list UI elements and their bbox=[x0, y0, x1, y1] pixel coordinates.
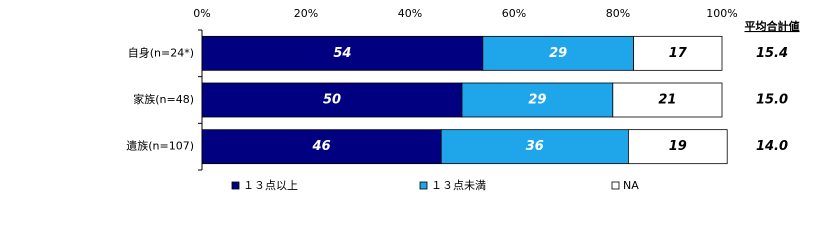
bar-segment bbox=[201, 35, 484, 71]
data-label: 50 bbox=[323, 93, 341, 108]
bar-segment bbox=[633, 35, 723, 71]
data-label: 21 bbox=[658, 93, 676, 108]
chart: 0% 20% 40% 60% 80% 100% 自身(n=24*) 54 29 17 15.4 家族(… bbox=[126, 7, 800, 192]
x-tick-label: 20% bbox=[294, 7, 318, 20]
y-tick-label: 自身(n=24*) bbox=[128, 45, 194, 59]
data-label: 29 bbox=[549, 46, 567, 61]
data-label: 19 bbox=[669, 139, 687, 154]
data-label: 46 bbox=[312, 139, 331, 154]
bar-segment bbox=[461, 82, 614, 118]
legend-label: NA bbox=[623, 179, 639, 192]
side-value: 14.0 bbox=[756, 139, 788, 154]
bar-segment bbox=[201, 82, 463, 118]
bar-segment bbox=[201, 129, 442, 165]
data-label: 36 bbox=[526, 139, 544, 154]
x-tick-label: 40% bbox=[398, 7, 422, 20]
side-value: 15.0 bbox=[756, 93, 788, 108]
legend-label: １３点未満 bbox=[431, 179, 486, 192]
bar-segment bbox=[628, 129, 728, 165]
data-label: 54 bbox=[333, 46, 351, 61]
legend-marker bbox=[419, 181, 428, 190]
y-tick-label: 遺族(n=107) bbox=[126, 139, 194, 153]
legend-marker bbox=[611, 181, 620, 190]
bar-segment bbox=[482, 35, 634, 71]
side-title: 平均合計値 bbox=[745, 19, 800, 33]
x-tick-label: 0% bbox=[193, 7, 210, 20]
data-label: 29 bbox=[528, 93, 546, 108]
x-tick-label: 100% bbox=[706, 7, 737, 20]
y-tick-label: 家族(n=48) bbox=[133, 92, 194, 106]
legend-marker bbox=[231, 181, 240, 190]
x-tick-label: 60% bbox=[502, 7, 526, 20]
bar-segment bbox=[612, 82, 723, 118]
legend-label: １３点以上 bbox=[243, 179, 298, 192]
data-label: 17 bbox=[669, 46, 688, 61]
side-value: 15.4 bbox=[756, 46, 788, 61]
page: {"chart_data": {"type": "stacked-bar", "… bbox=[126, 7, 800, 192]
x-tick-label: 80% bbox=[606, 7, 630, 20]
